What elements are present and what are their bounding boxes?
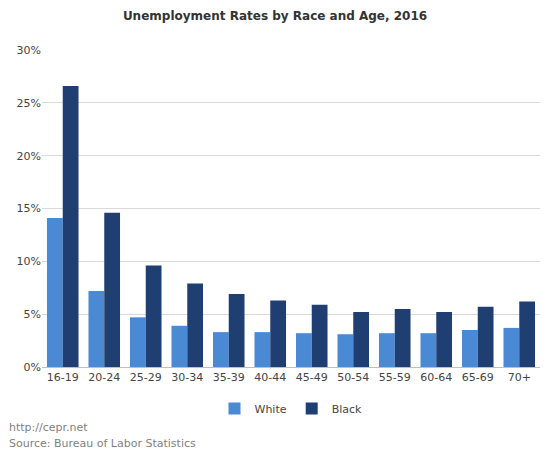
svg-text:30%: 30%: [17, 44, 41, 57]
svg-text:40-44: 40-44: [254, 371, 286, 384]
svg-text:45-49: 45-49: [296, 371, 328, 384]
svg-text:60-64: 60-64: [420, 371, 452, 384]
svg-text:0%: 0%: [24, 361, 41, 374]
svg-text:25-29: 25-29: [130, 371, 162, 384]
svg-text:30-34: 30-34: [171, 371, 203, 384]
svg-text:35-39: 35-39: [213, 371, 245, 384]
svg-text:http://cepr.net: http://cepr.net: [9, 421, 88, 434]
svg-text:5%: 5%: [24, 308, 41, 321]
svg-text:Black: Black: [332, 403, 362, 416]
svg-text:Unemployment Rates by Race and: Unemployment Rates by Race and Age, 2016: [123, 9, 427, 23]
svg-text:55-59: 55-59: [379, 371, 411, 384]
svg-text:65-69: 65-69: [462, 371, 494, 384]
svg-text:70+: 70+: [508, 371, 531, 384]
svg-text:15%: 15%: [17, 202, 41, 215]
svg-text:Source: Bureau of Labor Statis: Source: Bureau of Labor Statistics: [9, 437, 196, 450]
svg-text:20%: 20%: [17, 150, 41, 163]
svg-text:20-24: 20-24: [88, 371, 120, 384]
svg-text:50-54: 50-54: [337, 371, 369, 384]
svg-text:White: White: [255, 403, 287, 416]
svg-text:25%: 25%: [17, 97, 41, 110]
svg-text:10%: 10%: [17, 255, 41, 268]
svg-text:16-19: 16-19: [47, 371, 79, 384]
